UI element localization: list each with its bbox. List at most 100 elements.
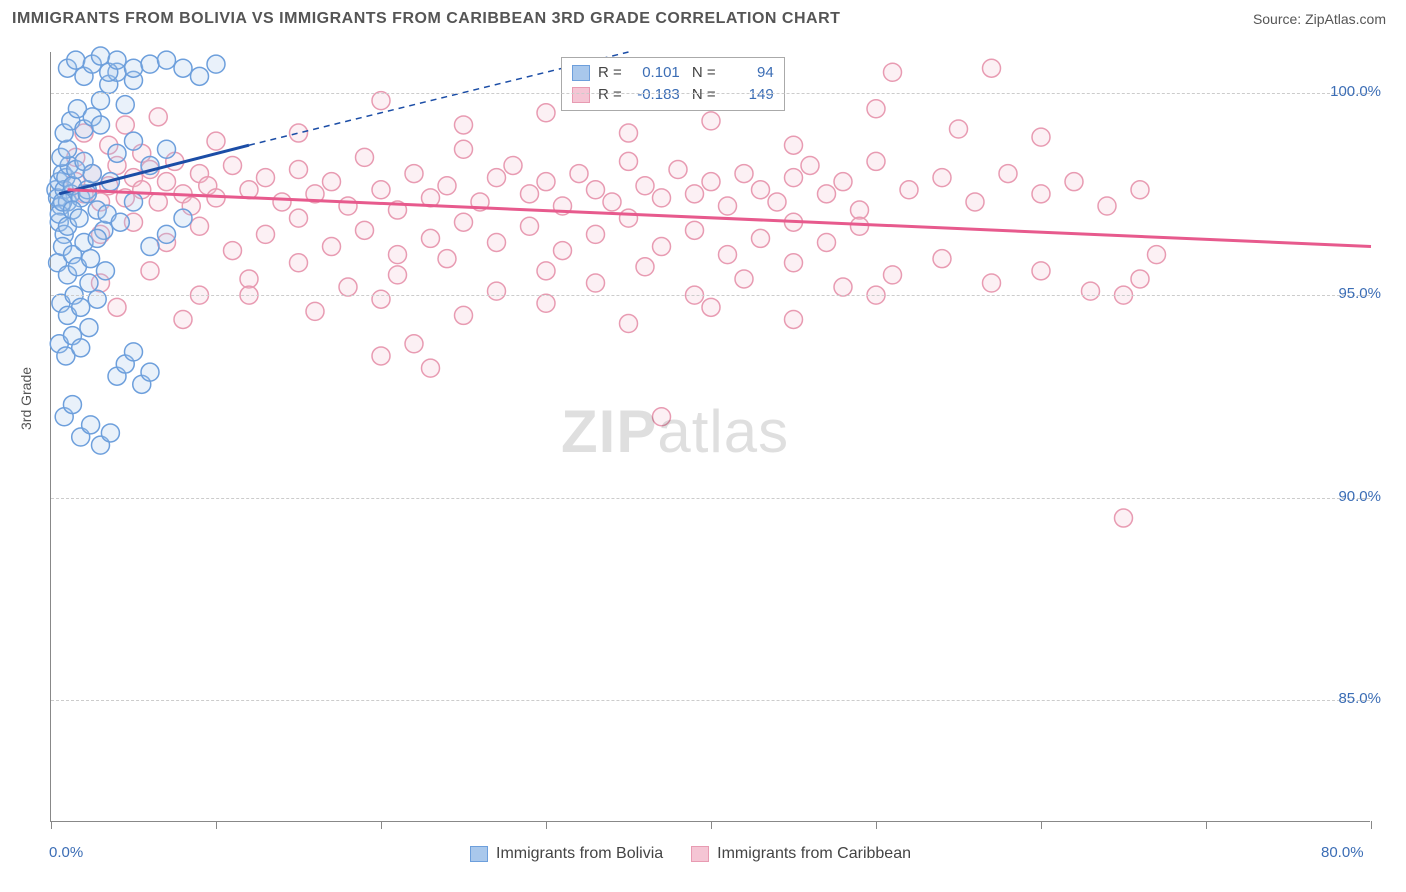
legend-label-caribbean: Immigrants from Caribbean (717, 845, 911, 863)
chart-title: IMMIGRANTS FROM BOLIVIA VS IMMIGRANTS FR… (12, 10, 840, 28)
data-point (801, 156, 819, 174)
data-point (67, 51, 85, 69)
data-point (950, 120, 968, 138)
data-point (521, 217, 539, 235)
y-tick-label: 90.0% (1311, 488, 1381, 505)
data-point (1032, 185, 1050, 203)
data-point (372, 181, 390, 199)
x-tick (51, 821, 52, 829)
data-point (339, 197, 357, 215)
legend-r-value-caribbean: -0.183 (630, 84, 680, 106)
data-point (191, 67, 209, 85)
gridline (51, 700, 1370, 701)
legend-label-bolivia: Immigrants from Bolivia (496, 845, 663, 863)
data-point (455, 140, 473, 158)
legend-n-label: N = (688, 62, 716, 84)
x-tick (876, 821, 877, 829)
data-point (125, 343, 143, 361)
data-point (290, 124, 308, 142)
data-point (70, 209, 88, 227)
data-point (1098, 197, 1116, 215)
y-axis-label: 3rd Grade (18, 367, 34, 430)
data-point (63, 396, 81, 414)
data-point (455, 306, 473, 324)
data-point (92, 92, 110, 110)
data-point (537, 262, 555, 280)
correlation-legend: R = 0.101 N = 94 R = -0.183 N = 149 (561, 57, 785, 111)
data-point (966, 193, 984, 211)
data-point (1148, 246, 1166, 264)
swatch-caribbean (691, 846, 709, 862)
data-point (80, 274, 98, 292)
data-point (785, 254, 803, 272)
x-tick (216, 821, 217, 829)
swatch-bolivia (572, 65, 590, 81)
data-point (82, 416, 100, 434)
data-point (1032, 128, 1050, 146)
data-point (1115, 509, 1133, 527)
data-point (116, 96, 134, 114)
data-point (1065, 173, 1083, 191)
data-point (207, 132, 225, 150)
legend-item-bolivia: Immigrants from Bolivia (470, 845, 663, 863)
data-point (719, 246, 737, 264)
data-point (686, 185, 704, 203)
data-point (88, 290, 106, 308)
data-point (438, 177, 456, 195)
x-tick (381, 821, 382, 829)
data-point (96, 262, 114, 280)
data-point (149, 193, 167, 211)
data-point (72, 339, 90, 357)
title-bar: IMMIGRANTS FROM BOLIVIA VS IMMIGRANTS FR… (0, 0, 1406, 36)
data-point (636, 177, 654, 195)
data-point (983, 59, 1001, 77)
data-point (290, 161, 308, 179)
data-point (72, 298, 90, 316)
data-point (191, 217, 209, 235)
data-point (702, 112, 720, 130)
data-point (620, 315, 638, 333)
data-point (620, 124, 638, 142)
data-point (587, 225, 605, 243)
data-point (438, 250, 456, 268)
legend-n-value-caribbean: 149 (724, 84, 774, 106)
data-point (752, 229, 770, 247)
source-attribution: Source: ZipAtlas.com (1253, 11, 1386, 27)
data-point (933, 250, 951, 268)
data-point (108, 298, 126, 316)
data-point (653, 408, 671, 426)
data-point (669, 161, 687, 179)
data-point (1032, 262, 1050, 280)
data-point (158, 140, 176, 158)
data-point (174, 209, 192, 227)
x-tick (711, 821, 712, 829)
data-point (116, 116, 134, 134)
data-point (92, 47, 110, 65)
data-point (224, 156, 242, 174)
legend-item-caribbean: Immigrants from Caribbean (691, 845, 911, 863)
data-point (851, 217, 869, 235)
data-point (125, 132, 143, 150)
data-point (752, 181, 770, 199)
data-point (933, 169, 951, 187)
data-point (884, 63, 902, 81)
scatter-plot-svg (51, 52, 1370, 821)
data-point (537, 294, 555, 312)
legend-row-caribbean: R = -0.183 N = 149 (572, 84, 774, 106)
data-point (356, 221, 374, 239)
series-legend: Immigrants from Bolivia Immigrants from … (470, 845, 911, 863)
data-point (323, 173, 341, 191)
data-point (653, 238, 671, 256)
swatch-caribbean (572, 87, 590, 103)
legend-n-value-bolivia: 94 (724, 62, 774, 84)
data-point (554, 242, 572, 260)
legend-r-value-bolivia: 0.101 (630, 62, 680, 84)
data-point (1082, 282, 1100, 300)
data-point (587, 181, 605, 199)
x-tick (546, 821, 547, 829)
data-point (405, 335, 423, 353)
data-point (389, 266, 407, 284)
data-point (125, 193, 143, 211)
data-point (174, 310, 192, 328)
data-point (108, 51, 126, 69)
